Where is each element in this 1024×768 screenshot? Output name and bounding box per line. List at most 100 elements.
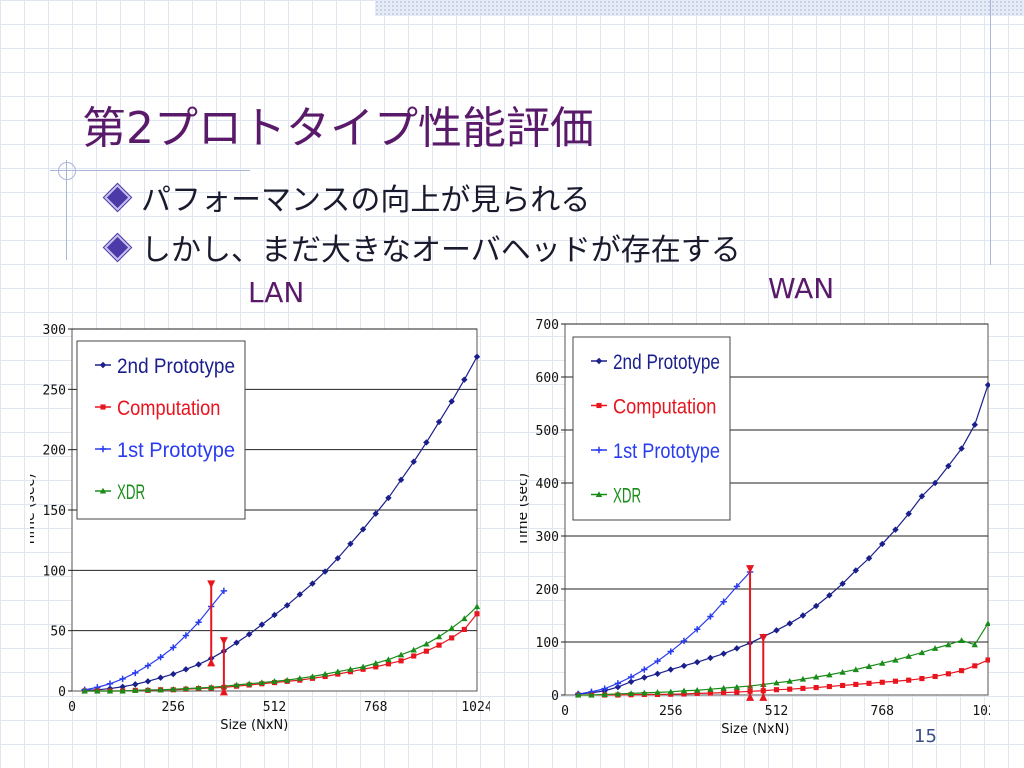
data-point xyxy=(132,669,139,677)
y-axis-label: Time (sec) xyxy=(520,473,531,547)
data-point xyxy=(245,680,253,687)
data-point xyxy=(385,494,392,502)
data-point xyxy=(119,687,126,694)
data-point xyxy=(733,683,741,690)
data-point xyxy=(195,684,202,691)
data-point xyxy=(905,510,912,517)
data-point xyxy=(826,671,833,678)
data-point xyxy=(373,664,379,670)
y-tick-label: 500 xyxy=(536,424,559,439)
data-point xyxy=(461,376,468,383)
data-point xyxy=(839,580,846,587)
data-point xyxy=(283,602,291,609)
x-axis-label: Size (NxN) xyxy=(220,718,288,733)
y-tick-label: 200 xyxy=(43,444,66,459)
data-point xyxy=(879,540,886,548)
legend-entry: XDR xyxy=(117,481,145,504)
data-point xyxy=(596,402,602,409)
data-point xyxy=(309,673,316,680)
bullet-item: しかし、まだ大きなオーバヘッドが存在する xyxy=(104,222,741,272)
data-point xyxy=(195,619,202,626)
data-point xyxy=(680,662,688,670)
data-point xyxy=(972,663,978,669)
data-point xyxy=(773,627,780,634)
data-point xyxy=(984,381,990,389)
data-point xyxy=(208,684,215,690)
lan-chart-label: LAN xyxy=(248,276,305,309)
data-point xyxy=(271,678,278,684)
data-point xyxy=(334,555,341,562)
y-tick-label: 400 xyxy=(536,477,559,492)
bullet-text: パフォーマンスの向上が見られる xyxy=(141,183,591,218)
data-point xyxy=(852,666,860,673)
overhead-arrow-head xyxy=(759,692,768,701)
legend-box xyxy=(76,340,246,520)
data-point xyxy=(918,493,926,500)
data-point xyxy=(826,683,832,690)
bullet-text: しかし、まだ大きなオーバヘッドが存在する xyxy=(141,233,741,268)
data-point xyxy=(971,421,978,428)
bullet-item: パフォーマンスの向上が見られる xyxy=(104,172,741,222)
overhead-arrow-head xyxy=(207,658,216,667)
data-point xyxy=(667,648,674,655)
series-line xyxy=(578,571,751,695)
data-point xyxy=(984,620,990,627)
data-point xyxy=(641,666,648,673)
data-point xyxy=(575,691,582,698)
y-tick-label: 700 xyxy=(536,318,559,333)
decorative-horizontal-line xyxy=(50,170,250,171)
data-point xyxy=(601,691,608,698)
data-point xyxy=(812,602,820,610)
data-point xyxy=(945,671,951,677)
data-point xyxy=(334,668,341,675)
data-point xyxy=(627,690,635,696)
y-tick-label: 100 xyxy=(536,636,559,651)
data-point xyxy=(866,680,872,686)
x-tick-label: 256 xyxy=(162,700,185,715)
data-point xyxy=(283,676,291,683)
data-point xyxy=(694,690,700,696)
data-point xyxy=(359,663,367,670)
legend-entry: XDR xyxy=(613,485,641,508)
y-tick-label: 600 xyxy=(536,371,559,386)
data-point xyxy=(595,491,603,498)
y-tick-label: 100 xyxy=(43,564,66,579)
data-point xyxy=(641,674,648,681)
x-tick-label: 768 xyxy=(871,704,894,719)
data-point xyxy=(693,658,701,666)
x-tick-label: 768 xyxy=(364,700,387,715)
data-point xyxy=(906,677,912,683)
y-axis-label: Time (sec) xyxy=(30,473,38,547)
data-point xyxy=(435,418,443,426)
data-point xyxy=(773,679,780,686)
overhead-arrow-head xyxy=(219,637,228,646)
x-axis-label: Size (NxN) xyxy=(721,722,789,737)
data-point xyxy=(99,361,107,369)
data-point xyxy=(595,357,603,365)
diamond-bullet-icon xyxy=(104,183,131,211)
series-line xyxy=(578,623,989,696)
data-point xyxy=(132,687,139,693)
data-point xyxy=(786,678,793,684)
data-point xyxy=(170,685,177,692)
data-point xyxy=(258,679,266,686)
data-point xyxy=(667,666,674,673)
overhead-arrow-head xyxy=(219,687,228,696)
data-point xyxy=(588,691,595,698)
page-number: 15 xyxy=(914,726,937,747)
data-point xyxy=(309,580,316,587)
legend-entry: Computation xyxy=(613,396,716,419)
data-point xyxy=(812,673,820,680)
data-point xyxy=(707,690,713,696)
data-point xyxy=(641,689,648,696)
data-point xyxy=(170,670,177,678)
y-tick-label: 250 xyxy=(43,383,66,398)
data-point xyxy=(707,654,714,662)
data-point xyxy=(905,653,912,659)
data-point xyxy=(892,526,899,533)
wan-chart: 0 100 200 300 400 500 600 700 0 256 512 768 1024 Size… xyxy=(520,318,990,737)
bullet-list: パフォーマンスの向上が見られる しかし、まだ大きなオーバヘッドが存在する xyxy=(104,172,741,272)
data-point xyxy=(157,686,164,693)
data-point xyxy=(879,679,885,685)
data-point xyxy=(182,632,190,639)
